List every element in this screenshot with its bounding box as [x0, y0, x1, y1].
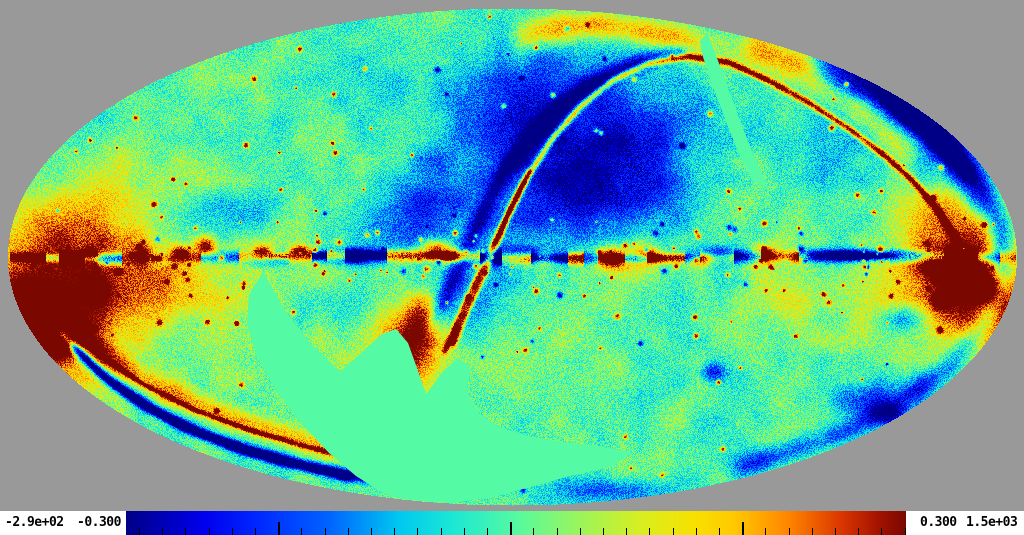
colorbar-high-label: 0.300: [920, 515, 957, 530]
colorbar-low-label: -0.300: [77, 515, 121, 530]
colorbar-min-label: -2.9e+02: [5, 515, 64, 530]
colorbar: [126, 511, 906, 535]
colorbar-max-label: 1.5e+03: [966, 515, 1018, 530]
mollweide-map-region: [8, 8, 1016, 505]
